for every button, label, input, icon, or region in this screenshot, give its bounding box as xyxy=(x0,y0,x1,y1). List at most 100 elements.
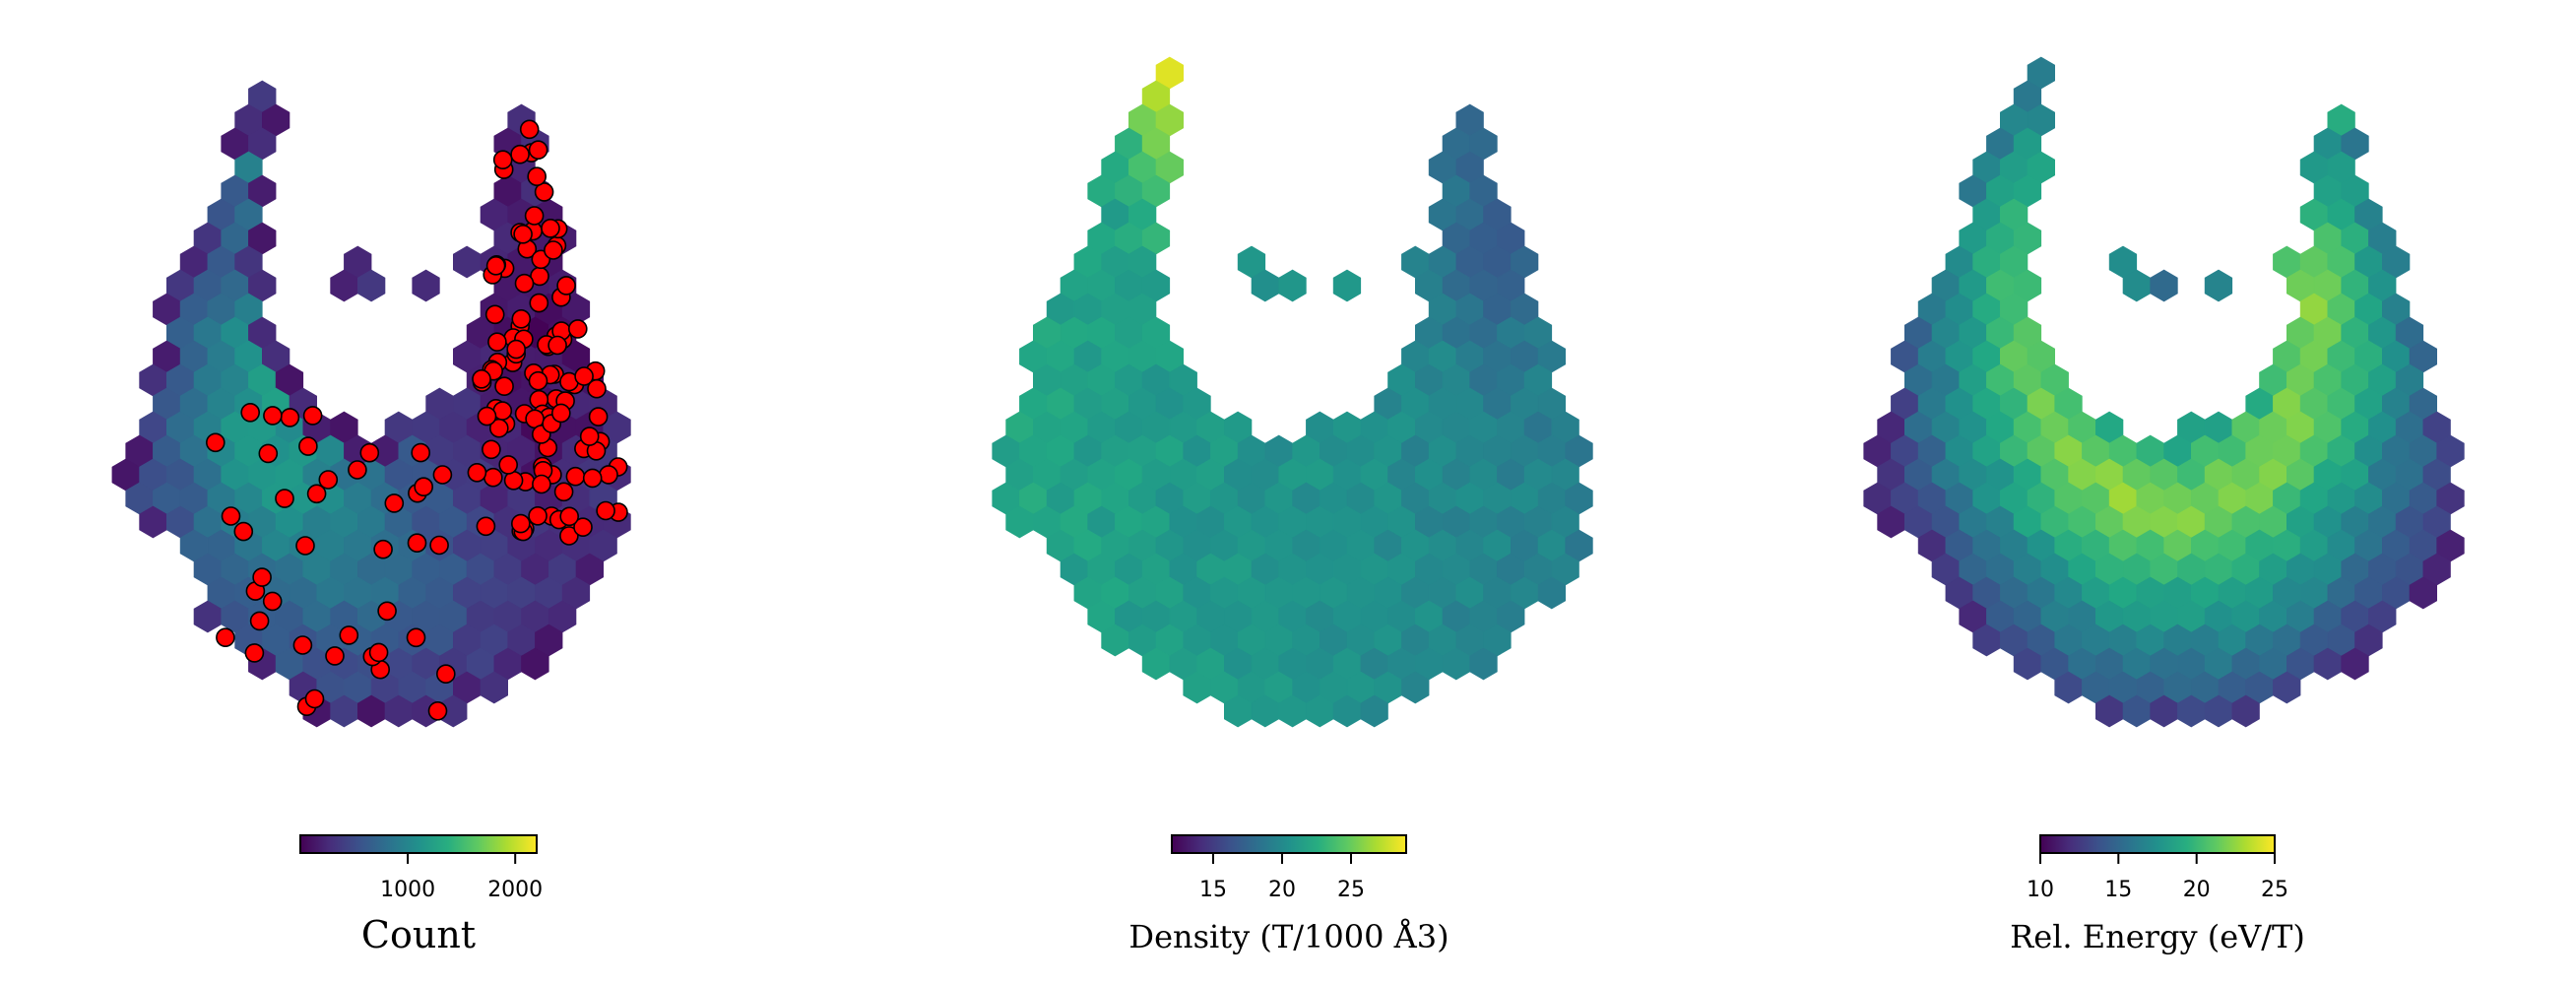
scatter-point xyxy=(511,308,532,329)
scatter-point xyxy=(292,635,313,655)
scatter-point xyxy=(567,319,588,339)
scatter-point xyxy=(528,140,548,160)
scatter-point xyxy=(532,474,551,494)
scatter-point xyxy=(528,370,548,391)
scatter-point xyxy=(596,500,615,521)
scatter-point xyxy=(216,627,235,648)
scatter-points xyxy=(206,119,628,721)
scatter-point xyxy=(565,466,586,487)
scatter-point xyxy=(529,293,549,313)
scatter-point xyxy=(588,407,609,427)
scatter-point xyxy=(373,539,393,559)
colorbar-energy-label: Rel. Energy (eV/T) xyxy=(2010,918,2305,955)
scatter-point xyxy=(559,526,579,546)
hexbin-cell xyxy=(1278,269,1307,302)
scatter-point xyxy=(483,467,503,488)
colorbar-count-label: Count xyxy=(361,913,476,956)
hexbin-cell xyxy=(2409,576,2437,610)
scatter-point xyxy=(476,516,496,537)
scatter-point xyxy=(513,225,533,244)
scatter-point xyxy=(407,533,427,554)
hexbin-cell xyxy=(1537,576,1566,610)
scatter-point xyxy=(377,601,397,622)
scatter-point xyxy=(553,482,574,502)
colorbar-tick-label: 2000 xyxy=(487,878,543,902)
scatter-point xyxy=(368,642,389,663)
scatter-point xyxy=(498,455,519,475)
scatter-point xyxy=(263,406,283,426)
colorbar-density: 15 20 25 Density (T/1000 Å3) xyxy=(1128,834,1449,955)
scatter-point xyxy=(298,436,318,456)
scatter-point xyxy=(541,219,560,238)
scatter-point xyxy=(411,442,431,463)
colorbar-density-ticks: 15 20 25 xyxy=(1199,853,1365,902)
scatter-point xyxy=(258,443,279,464)
scatter-point xyxy=(304,689,325,709)
colorbar-energy-bar xyxy=(2039,834,2276,854)
scatter-point xyxy=(280,408,300,427)
scatter-point xyxy=(599,465,618,485)
colorbar-tick-label: 20 xyxy=(2183,878,2211,902)
scatter-point xyxy=(262,591,283,612)
scatter-point xyxy=(528,505,547,526)
hexbin-cell xyxy=(521,647,549,681)
hexbin-cell xyxy=(2204,269,2233,302)
scatter-point xyxy=(318,470,339,490)
scatter-point xyxy=(249,611,270,631)
scatter-point xyxy=(359,442,380,463)
panel-count: 1000 2000 Count xyxy=(111,80,631,956)
colorbar-tick-label: 1000 xyxy=(380,878,435,902)
colorbar-tick-label: 15 xyxy=(1199,878,1227,902)
colorbar-count-bar xyxy=(299,834,538,854)
scatter-point xyxy=(527,166,547,186)
scatter-point xyxy=(488,418,509,438)
scatter-point xyxy=(275,489,294,508)
hexbin-cell xyxy=(452,245,482,279)
hexbin-density xyxy=(992,56,1593,728)
scatter-point xyxy=(244,643,265,663)
scatter-point xyxy=(432,465,453,485)
hexbin-cell xyxy=(2231,694,2260,728)
colorbar-energy-ticks: 10 15 20 25 xyxy=(2027,853,2288,902)
scatter-point xyxy=(240,402,260,423)
scatter-point xyxy=(339,625,359,645)
scatter-point xyxy=(485,255,506,276)
colorbar-tick-label: 25 xyxy=(1337,878,1365,902)
scatter-point xyxy=(427,700,448,721)
scatter-point xyxy=(406,627,426,648)
scatter-point xyxy=(524,206,545,226)
scatter-point xyxy=(348,460,367,480)
scatter-point xyxy=(514,273,535,294)
scatter-point xyxy=(506,339,527,360)
scatter-point xyxy=(252,567,272,587)
panel-density: 15 20 25 Density (T/1000 Å3) xyxy=(992,56,1593,955)
hexbin-cell xyxy=(2273,671,2301,704)
scatter-point xyxy=(467,462,487,483)
scatter-point xyxy=(435,664,456,685)
scatter-point xyxy=(233,521,254,542)
scatter-point xyxy=(302,406,323,426)
scatter-point xyxy=(384,493,405,513)
hexbin-cell xyxy=(2341,647,2369,681)
scatter-point xyxy=(206,432,225,453)
scatter-point xyxy=(559,506,580,527)
scatter-point xyxy=(534,182,554,202)
scatter-point xyxy=(579,427,600,446)
scatter-point xyxy=(221,506,241,526)
scatter-point xyxy=(472,368,491,389)
scatter-point xyxy=(306,484,327,504)
scatter-point xyxy=(487,332,507,353)
panel-energy: 10 15 20 25 Rel. Energy (eV/T) xyxy=(1863,56,2465,955)
hexbin-cell xyxy=(1401,671,1430,704)
colorbar-tick-label: 10 xyxy=(2027,878,2054,902)
scatter-point xyxy=(429,535,449,556)
colorbar-density-bar xyxy=(1171,834,1407,854)
scatter-point xyxy=(477,406,497,427)
scatter-point xyxy=(550,403,571,424)
hexbin-cell xyxy=(480,671,509,704)
hexbin-cell xyxy=(356,269,386,302)
scatter-point xyxy=(519,119,540,140)
scatter-point xyxy=(295,536,315,556)
scatter-point xyxy=(510,513,531,534)
hexbin-energy xyxy=(1863,56,2465,728)
